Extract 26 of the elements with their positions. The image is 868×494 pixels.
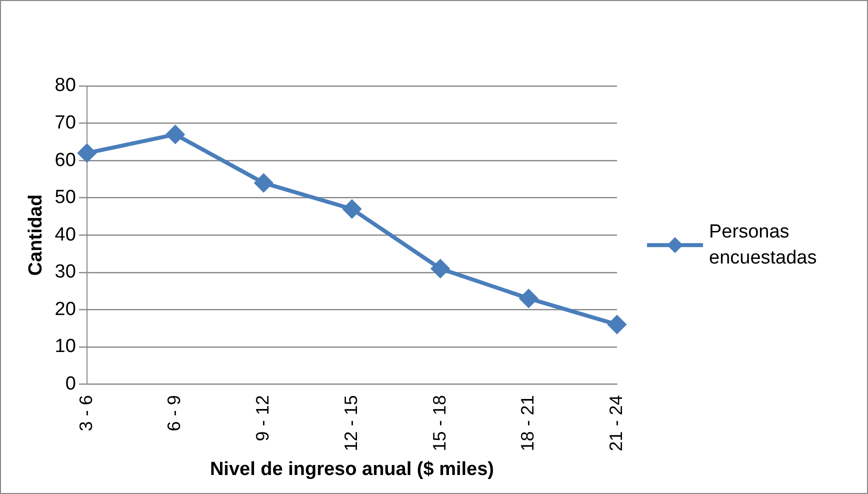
point: [78, 144, 96, 162]
y-tick-label: 40: [54, 224, 76, 246]
x-tick-label: 3 - 6: [76, 395, 96, 432]
x-tick-label: 6 - 9: [164, 395, 184, 432]
y-tick-label: 50: [54, 187, 76, 208]
legend-label: Personas encuestadas: [709, 221, 817, 268]
x-tick-label: 15 - 18: [429, 395, 450, 452]
y-axis-title: Cantidad: [26, 194, 47, 276]
point: [166, 125, 184, 144]
y-tick-label: 10: [54, 336, 76, 358]
x-tick-label: 12 - 15: [340, 395, 361, 452]
y-tick-label: 60: [54, 150, 76, 171]
point: [431, 260, 450, 278]
x-tick-label: 21 - 24: [606, 395, 626, 452]
y-tick-label: 30: [54, 262, 76, 283]
point: [254, 174, 273, 192]
y-tick-label: 80: [54, 75, 76, 96]
point: [342, 200, 361, 218]
y-tick-label: 0: [65, 373, 76, 394]
y-tick-label: 70: [54, 112, 76, 134]
x-tick-label: 18 - 21: [518, 395, 538, 452]
point: [520, 289, 538, 308]
point: [608, 316, 626, 334]
x-axis-title: Nivel de ingreso anual ($ miles): [210, 458, 494, 480]
y-tick-label: 20: [54, 298, 76, 320]
x-tick-label: 9 - 12: [252, 395, 273, 442]
